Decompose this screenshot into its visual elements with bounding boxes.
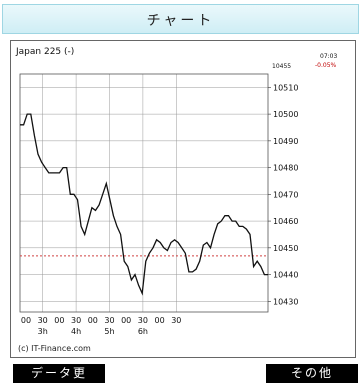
x-hour-label: 5h bbox=[104, 327, 114, 336]
y-tick-label: 10460 bbox=[273, 217, 298, 226]
x-tick-label: 00 bbox=[155, 316, 165, 325]
y-tick-label: 10480 bbox=[273, 164, 298, 173]
x-hour-label: 6h bbox=[138, 327, 148, 336]
y-tick-label: 10470 bbox=[273, 190, 298, 199]
copyright-text: (c) IT-Finance.com bbox=[18, 344, 91, 353]
x-tick-label: 30 bbox=[71, 316, 81, 325]
symbol-label: Japan 225 (-) bbox=[16, 47, 75, 57]
y-tick-label: 10500 bbox=[273, 110, 298, 119]
title-bar: チャート bbox=[2, 4, 359, 34]
x-tick-label: 00 bbox=[21, 316, 31, 325]
x-hour-label: 4h bbox=[71, 327, 81, 336]
y-tick-label: 10490 bbox=[273, 137, 298, 146]
y-axis-ticks: 10510 10500 10490 10480 10470 10460 10450 10440… bbox=[268, 83, 298, 306]
x-tick-label: 30 bbox=[171, 316, 181, 325]
price-series-line bbox=[20, 113, 268, 296]
y-tick-label: 10510 bbox=[273, 83, 298, 92]
plot-area-border bbox=[19, 73, 269, 313]
y-tick-label: 10440 bbox=[273, 271, 298, 280]
x-tick-label: 00 bbox=[121, 316, 131, 325]
quote-time: 07:03 bbox=[320, 53, 338, 60]
other-softkey[interactable]: その他 bbox=[266, 364, 358, 383]
x-tick-label: 00 bbox=[54, 316, 64, 325]
x-axis-ticks: 00 30 00 30 00 30 00 30 00 30 3h 4h 5h 6h bbox=[21, 316, 181, 336]
quote-price: 10455 bbox=[272, 63, 292, 70]
x-tick-label: 00 bbox=[88, 316, 98, 325]
y-tick-label: 10450 bbox=[273, 244, 298, 253]
x-tick-label: 30 bbox=[38, 316, 48, 325]
refresh-data-softkey[interactable]: データ更 bbox=[13, 364, 105, 383]
y-tick-label: 10430 bbox=[273, 297, 298, 306]
x-tick-label: 30 bbox=[104, 316, 114, 325]
page-title: チャート bbox=[146, 13, 215, 29]
chart-grid bbox=[19, 73, 269, 313]
chart-panel bbox=[10, 40, 356, 358]
x-hour-label: 3h bbox=[38, 327, 48, 336]
x-tick-label: 30 bbox=[138, 316, 148, 325]
quote-change: -0.05% bbox=[315, 62, 337, 69]
